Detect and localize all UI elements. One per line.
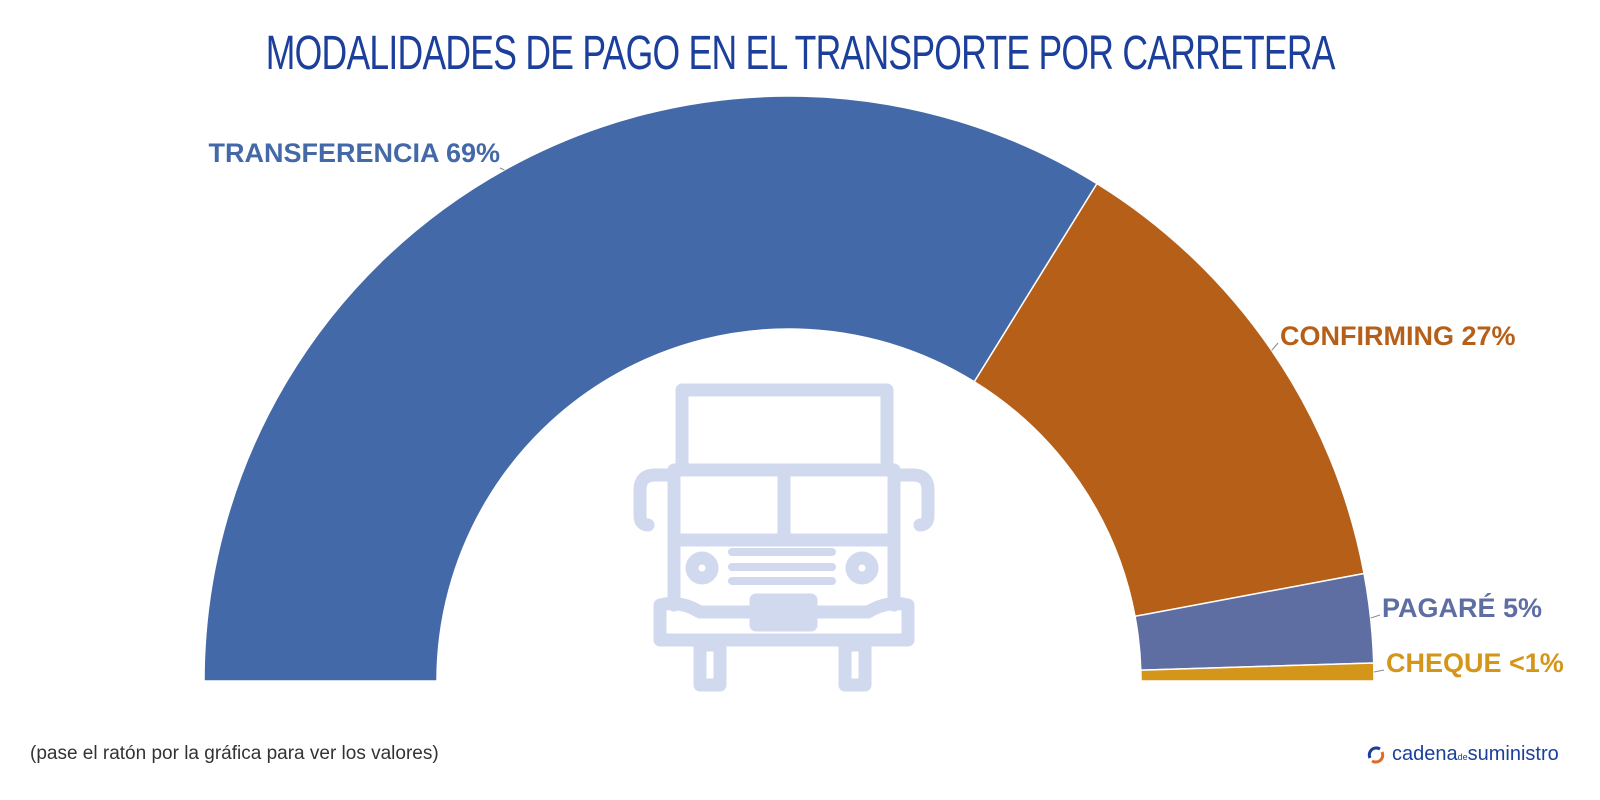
data-label: CHEQUE <1% <box>1386 648 1564 678</box>
slice-cheque[interactable] <box>1140 662 1375 682</box>
leader-line <box>1373 669 1385 673</box>
hover-hint: (pase el ratón por la gráfica para ver l… <box>30 743 439 764</box>
logo: cadenadesuministro <box>1366 743 1559 766</box>
data-label: CONFIRMING 27% <box>1280 321 1516 351</box>
chart-title: MODALIDADES DE PAGO EN EL TRANSPORTE POR… <box>265 27 1336 80</box>
truck-icon <box>633 383 935 692</box>
logo-refresh-icon <box>1367 745 1385 764</box>
leader-line <box>1370 614 1381 619</box>
slice-transferencia[interactable] <box>203 95 1098 682</box>
data-label: PAGARÉ 5% <box>1382 592 1542 623</box>
leader-line <box>1271 342 1279 351</box>
leader-line <box>499 167 505 171</box>
data-label: TRANSFERENCIA 69% <box>208 138 500 168</box>
slice-confirming[interactable] <box>973 182 1365 618</box>
